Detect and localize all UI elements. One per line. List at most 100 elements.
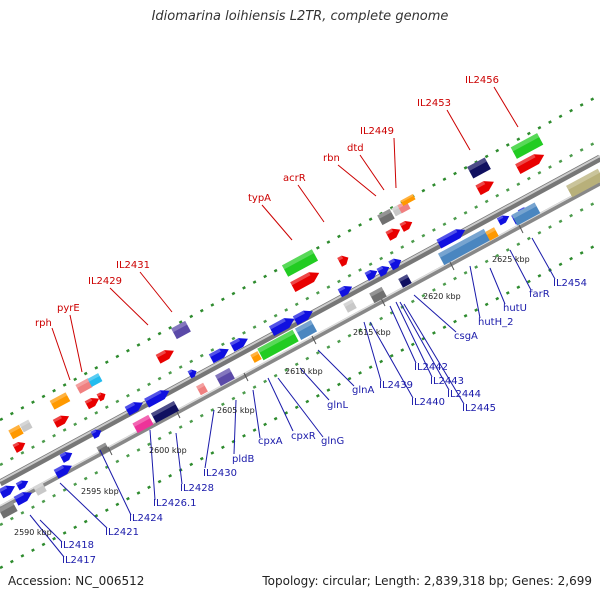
feature-IL2453 (467, 157, 491, 179)
scale-tick (107, 446, 113, 456)
leader-line (359, 154, 385, 191)
gene-label-IL2431: IL2431 (116, 260, 150, 271)
leader-line (39, 519, 63, 543)
leader-line (277, 377, 324, 438)
genome-backbone-inner-highlight (0, 180, 600, 507)
feature-hutH-2 (438, 228, 490, 266)
leader-line (393, 137, 397, 189)
bottom-gene-labels: IL2417 IL2418 IL2421 IL2424 IL2426.1 IL2… (60, 278, 587, 566)
leader-line (399, 301, 450, 391)
leader-line (267, 377, 294, 432)
leader-line (233, 399, 237, 455)
feature-IL2456-red (515, 154, 545, 174)
feature-IL2431 (171, 320, 191, 340)
leader-line (297, 184, 325, 223)
leader-line (469, 265, 481, 319)
feature-IL2418 (13, 492, 32, 506)
leader-line (317, 349, 355, 387)
feature-pldB (208, 348, 229, 364)
gene-label-IL2445: IL2445 (462, 403, 496, 414)
gene-label-IL2428: IL2428 (180, 483, 214, 494)
feature-IL2429 (155, 350, 174, 364)
feature-IL2426-1 (144, 390, 170, 408)
gene-label-IL2421: IL2421 (105, 527, 139, 538)
gene-label-hutU: hutU (503, 303, 527, 314)
scale-label-2600: 2600 kbp (149, 446, 187, 455)
gene-label-IL2444: IL2444 (447, 389, 481, 400)
scale-tick (449, 261, 455, 271)
scale-tick (518, 224, 524, 234)
leader-line (337, 164, 377, 197)
feature-IL2426-magenta (132, 414, 154, 434)
leader-line (149, 429, 156, 501)
feature-cpxR (257, 329, 299, 361)
scale-label-2625: 2625 kbp (492, 255, 530, 264)
leader-line (204, 409, 215, 469)
scale-label-2595: 2595 kbp (81, 487, 119, 496)
gene-label-cpxR: cpxR (291, 431, 316, 442)
leader-line (413, 294, 457, 333)
leader-line (175, 432, 183, 485)
gene-label-IL2429: IL2429 (88, 276, 122, 287)
leader-line (99, 449, 132, 516)
feature-IL2445 (398, 274, 412, 288)
gene-label-glnL: glnL (327, 400, 348, 411)
gene-label-farR: farR (529, 289, 550, 300)
gene-label-pldB: pldB (232, 454, 254, 465)
feature-IL2430 (215, 367, 235, 387)
feature-csgA (436, 229, 466, 249)
feature-red-small (96, 392, 106, 402)
feature-IL2418-lgrey (33, 482, 47, 496)
feature-dtd-red (399, 221, 413, 232)
feature-left-red (12, 442, 26, 453)
accession-text: Accession: NC_006512 (8, 574, 145, 588)
gene-label-IL2426-1: IL2426.1 (153, 498, 197, 509)
feature-IL2449 (400, 194, 416, 206)
feature-hutU (496, 215, 510, 226)
gene-label-typA: typA (248, 193, 271, 204)
gene-label-IL2442: IL2442 (414, 362, 448, 373)
feature-pyrE-cyan (87, 373, 103, 387)
gene-label-IL2424: IL2424 (129, 513, 163, 524)
scale-tick (243, 372, 249, 382)
feature-pyrE-red (84, 398, 100, 410)
feature-IL2426-navy (150, 400, 180, 424)
scale-tick (380, 297, 386, 307)
gene-label-glnA: glnA (352, 385, 374, 396)
feature-IL2424 (90, 429, 102, 439)
leader-line (509, 249, 532, 291)
gene-label-IL2443: IL2443 (430, 376, 464, 387)
feature-IL2442 (364, 270, 378, 281)
top-gene-labels: rph pyrE IL2429 IL2431 typA acrR rbn dtd… (35, 75, 499, 329)
leader-line (369, 321, 414, 399)
feature-IL2428 (187, 369, 197, 379)
feature-IL2428-pink (196, 382, 208, 396)
leader-line (139, 271, 173, 313)
gene-label-cpxA: cpxA (258, 436, 283, 447)
inner-reverse-track (0, 198, 600, 527)
feature-typA (281, 249, 319, 277)
gene-label-IL2449: IL2449 (360, 126, 394, 137)
leader-line (51, 327, 71, 381)
feature-cpxA (229, 338, 248, 352)
leader-line (69, 314, 83, 373)
leader-line (59, 482, 108, 529)
scale-label-2610: 2610 kbp (285, 367, 323, 376)
feature-glnL (294, 319, 318, 341)
feature-cpxA-orange (250, 351, 262, 363)
feature-rph-red (52, 415, 70, 428)
scale-tick (311, 335, 317, 345)
feature-IL2417 (0, 485, 16, 499)
feature-acrR (337, 255, 349, 267)
feature-IL2443 (376, 266, 390, 277)
leader-line (299, 367, 330, 401)
scale-label-2615: 2615 kbp (353, 328, 391, 337)
feature-IL2418-grey (15, 480, 29, 491)
feature-IL2444 (388, 258, 402, 271)
scale-labels: 2590 kbp 2595 kbp 2600 kbp 2605 kbp 2610… (14, 255, 530, 537)
gene-label-hutH-2: hutH_2 (478, 317, 513, 328)
feature-olive (566, 168, 600, 198)
gene-label-pyrE: pyrE (57, 303, 80, 314)
leader-line (109, 287, 149, 326)
feature-pyrE (75, 378, 93, 394)
